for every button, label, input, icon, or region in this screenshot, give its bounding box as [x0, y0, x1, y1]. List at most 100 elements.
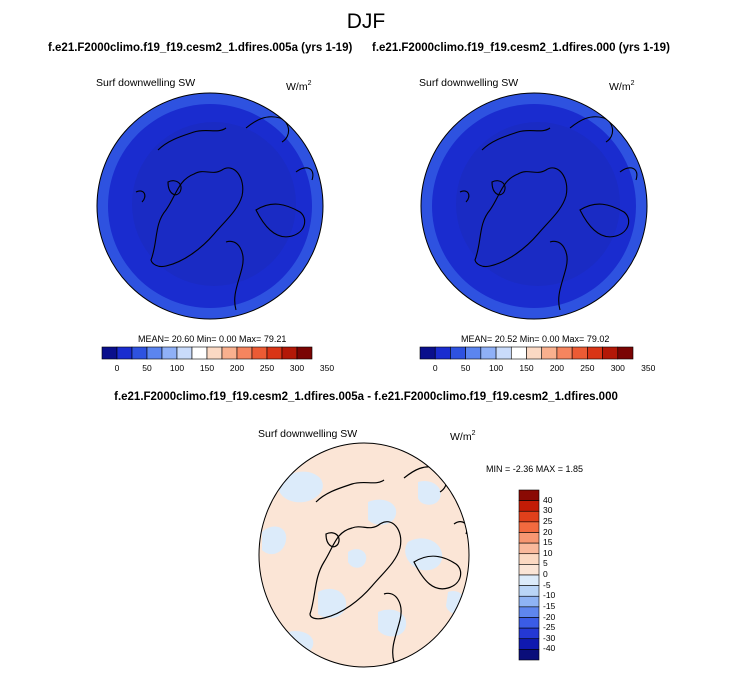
- diff-variable-label: Surf downwelling SW: [258, 428, 358, 440]
- colorbar-swatch: [450, 346, 466, 360]
- right-units-label: W/m2: [609, 80, 635, 93]
- colorbar-tick-label: 10: [543, 547, 553, 558]
- colorbar-swatch: [465, 346, 482, 360]
- colorbar-tick-label: 20: [543, 526, 553, 537]
- colorbar-tick-label: 100: [169, 363, 185, 373]
- colorbar-tick-label: 0: [114, 363, 120, 373]
- left-colorbar-ticks: 0 50 100 150 200 250 300 350: [102, 363, 334, 375]
- diff-stats: MIN = -2.36 MAX = 1.85: [486, 464, 584, 474]
- colorbar-tick-label: -40: [543, 643, 556, 654]
- colorbar-swatch: [419, 346, 436, 360]
- colorbar-tick-label: 200: [229, 363, 245, 373]
- colorbar-tick-label: 250: [580, 363, 595, 373]
- left-coastlines: [135, 116, 314, 311]
- colorbar-tick-label: 50: [142, 363, 152, 373]
- colorbar-tick-label: 150: [199, 363, 215, 373]
- colorbar-swatch: [480, 346, 497, 360]
- colorbar-swatch: [518, 585, 540, 597]
- colorbar-tick-label: -30: [543, 632, 556, 643]
- colorbar-swatch: [495, 346, 512, 360]
- colorbar-swatch: [518, 521, 540, 533]
- colorbar-swatch: [296, 346, 313, 360]
- colorbar-tick-label: 150: [519, 363, 534, 373]
- colorbar-swatch: [116, 346, 133, 360]
- left-case-title: f.e21.F2000climo.f19_f19.cesm2_1.dfires.…: [48, 42, 353, 54]
- colorbar-tick-label: 5: [543, 558, 548, 569]
- colorbar-tick-label: -20: [543, 611, 556, 622]
- colorbar-swatch: [176, 346, 193, 360]
- left-polar-map: [96, 92, 324, 320]
- colorbar-tick-label: 350: [319, 363, 335, 373]
- colorbar-swatch: [101, 346, 118, 360]
- right-variable-label: Surf downwelling SW: [419, 77, 519, 89]
- colorbar-tick-label: 300: [610, 363, 625, 373]
- diff-colorbar-ticks: 40 30 25 20 15 10 5 0 -5 -10 -15 -20 -25 -30 -40: [543, 490, 573, 660]
- right-coastlines: [459, 116, 638, 311]
- colorbar-swatch: [602, 346, 619, 360]
- colorbar-swatch: [518, 564, 540, 576]
- colorbar-swatch: [518, 500, 540, 512]
- colorbar-tick-label: 15: [543, 537, 553, 548]
- colorbar-swatch: [434, 346, 451, 360]
- diff-units-label: W/m2: [450, 430, 476, 443]
- colorbar-swatch: [518, 489, 540, 501]
- left-stats: MEAN= 20.60 Min= 0.00 Max= 79.21: [138, 334, 287, 344]
- colorbar-swatch: [541, 346, 558, 360]
- colorbar-tick-label: 100: [488, 363, 504, 373]
- right-stats: MEAN= 20.52 Min= 0.00 Max= 79.02: [461, 334, 610, 344]
- figure-title: DJF: [346, 10, 386, 33]
- colorbar-swatch: [191, 346, 208, 360]
- colorbar-swatch: [131, 346, 148, 360]
- diff-polar-map: [258, 442, 470, 668]
- colorbar-swatch: [266, 346, 283, 360]
- colorbar-swatch: [526, 346, 543, 360]
- colorbar-swatch: [556, 346, 573, 360]
- colorbar-swatch: [518, 638, 540, 650]
- colorbar-tick-label: 350: [641, 363, 656, 373]
- colorbar-swatch: [518, 532, 540, 544]
- colorbar-tick-label: 0: [543, 569, 548, 579]
- colorbar-swatch: [518, 649, 540, 661]
- right-case-title: f.e21.F2000climo.f19_f19.cesm2_1.dfires.…: [372, 42, 670, 54]
- left-colorbar: [101, 346, 313, 360]
- colorbar-tick-label: 50: [460, 363, 471, 373]
- colorbar-tick-label: 200: [549, 363, 565, 373]
- colorbar-tick-label: 40: [543, 494, 553, 505]
- left-variable-label: Surf downwelling SW: [96, 77, 196, 89]
- colorbar-swatch: [518, 606, 540, 618]
- right-polar-map: [420, 92, 648, 320]
- colorbar-swatch: [251, 346, 268, 360]
- colorbar-tick-label: 300: [289, 363, 305, 373]
- colorbar-swatch: [510, 346, 527, 360]
- colorbar-tick-label: -10: [543, 590, 556, 601]
- colorbar-swatch: [236, 346, 253, 360]
- left-units-label: W/m2: [286, 80, 312, 93]
- colorbar-swatch: [206, 346, 223, 360]
- colorbar-swatch: [617, 346, 634, 360]
- colorbar-swatch: [518, 617, 540, 629]
- colorbar-tick-label: 25: [543, 515, 553, 526]
- colorbar-swatch: [518, 553, 540, 565]
- colorbar-tick-label: 250: [259, 363, 275, 373]
- colorbar-swatch: [587, 346, 603, 360]
- colorbar-tick-label: -5: [543, 579, 551, 590]
- colorbar-swatch: [161, 346, 178, 360]
- colorbar-swatch: [571, 346, 588, 360]
- colorbar-tick-label: -15: [543, 600, 556, 611]
- colorbar-swatch: [221, 346, 238, 360]
- colorbar-tick-label: 0: [432, 363, 438, 373]
- colorbar-swatch: [518, 574, 540, 586]
- right-colorbar: [419, 346, 634, 360]
- colorbar-tick-label: 30: [543, 505, 553, 516]
- colorbar-swatch: [518, 510, 540, 523]
- colorbar-swatch: [146, 346, 163, 360]
- diff-colorbar: [518, 489, 540, 661]
- difference-title: f.e21.F2000climo.f19_f19.cesm2_1.dfires.…: [114, 391, 618, 403]
- colorbar-swatch: [281, 346, 298, 360]
- colorbar-swatch: [518, 595, 540, 608]
- colorbar-tick-label: -25: [543, 622, 556, 633]
- colorbar-swatch: [518, 627, 540, 640]
- colorbar-swatch: [518, 542, 540, 555]
- diff-negative-patches: [262, 471, 465, 655]
- right-colorbar-ticks: 0 50 100 150 200 250 300 350: [420, 363, 655, 375]
